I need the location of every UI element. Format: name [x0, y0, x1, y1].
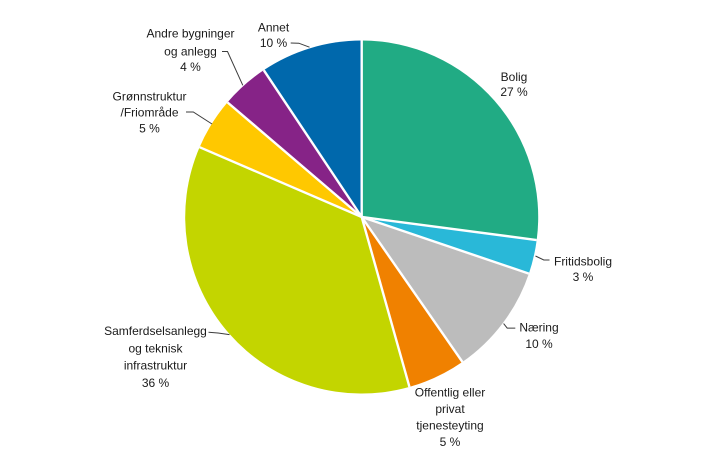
- svg-text:privat: privat: [435, 402, 465, 416]
- svg-text:/Friområde: /Friområde: [120, 105, 178, 119]
- svg-text:Bolig: Bolig: [501, 70, 528, 84]
- svg-text:5 %: 5 %: [139, 122, 160, 136]
- svg-text:4 %: 4 %: [180, 60, 201, 74]
- svg-text:5 %: 5 %: [440, 435, 461, 449]
- svg-text:Samferdselsanlegg: Samferdselsanlegg: [104, 324, 207, 338]
- svg-text:27 %: 27 %: [500, 85, 528, 99]
- svg-text:tjenesteyting: tjenesteyting: [416, 419, 483, 433]
- svg-text:Næring: Næring: [519, 321, 558, 335]
- svg-text:Annet: Annet: [258, 20, 290, 34]
- svg-text:og anlegg: og anlegg: [164, 45, 217, 59]
- svg-text:10 %: 10 %: [260, 36, 288, 50]
- svg-text:Andre bygninger: Andre bygninger: [146, 27, 234, 41]
- svg-text:3 %: 3 %: [573, 270, 594, 284]
- svg-text:36 %: 36 %: [142, 376, 170, 390]
- svg-text:10 %: 10 %: [525, 337, 553, 351]
- svg-text:Fritidsbolig: Fritidsbolig: [554, 255, 612, 269]
- svg-text:Grønnstruktur: Grønnstruktur: [112, 90, 186, 104]
- svg-text:og teknisk: og teknisk: [128, 341, 183, 355]
- svg-text:infrastruktur: infrastruktur: [124, 359, 187, 373]
- svg-text:Offentlig eller: Offentlig eller: [415, 386, 485, 400]
